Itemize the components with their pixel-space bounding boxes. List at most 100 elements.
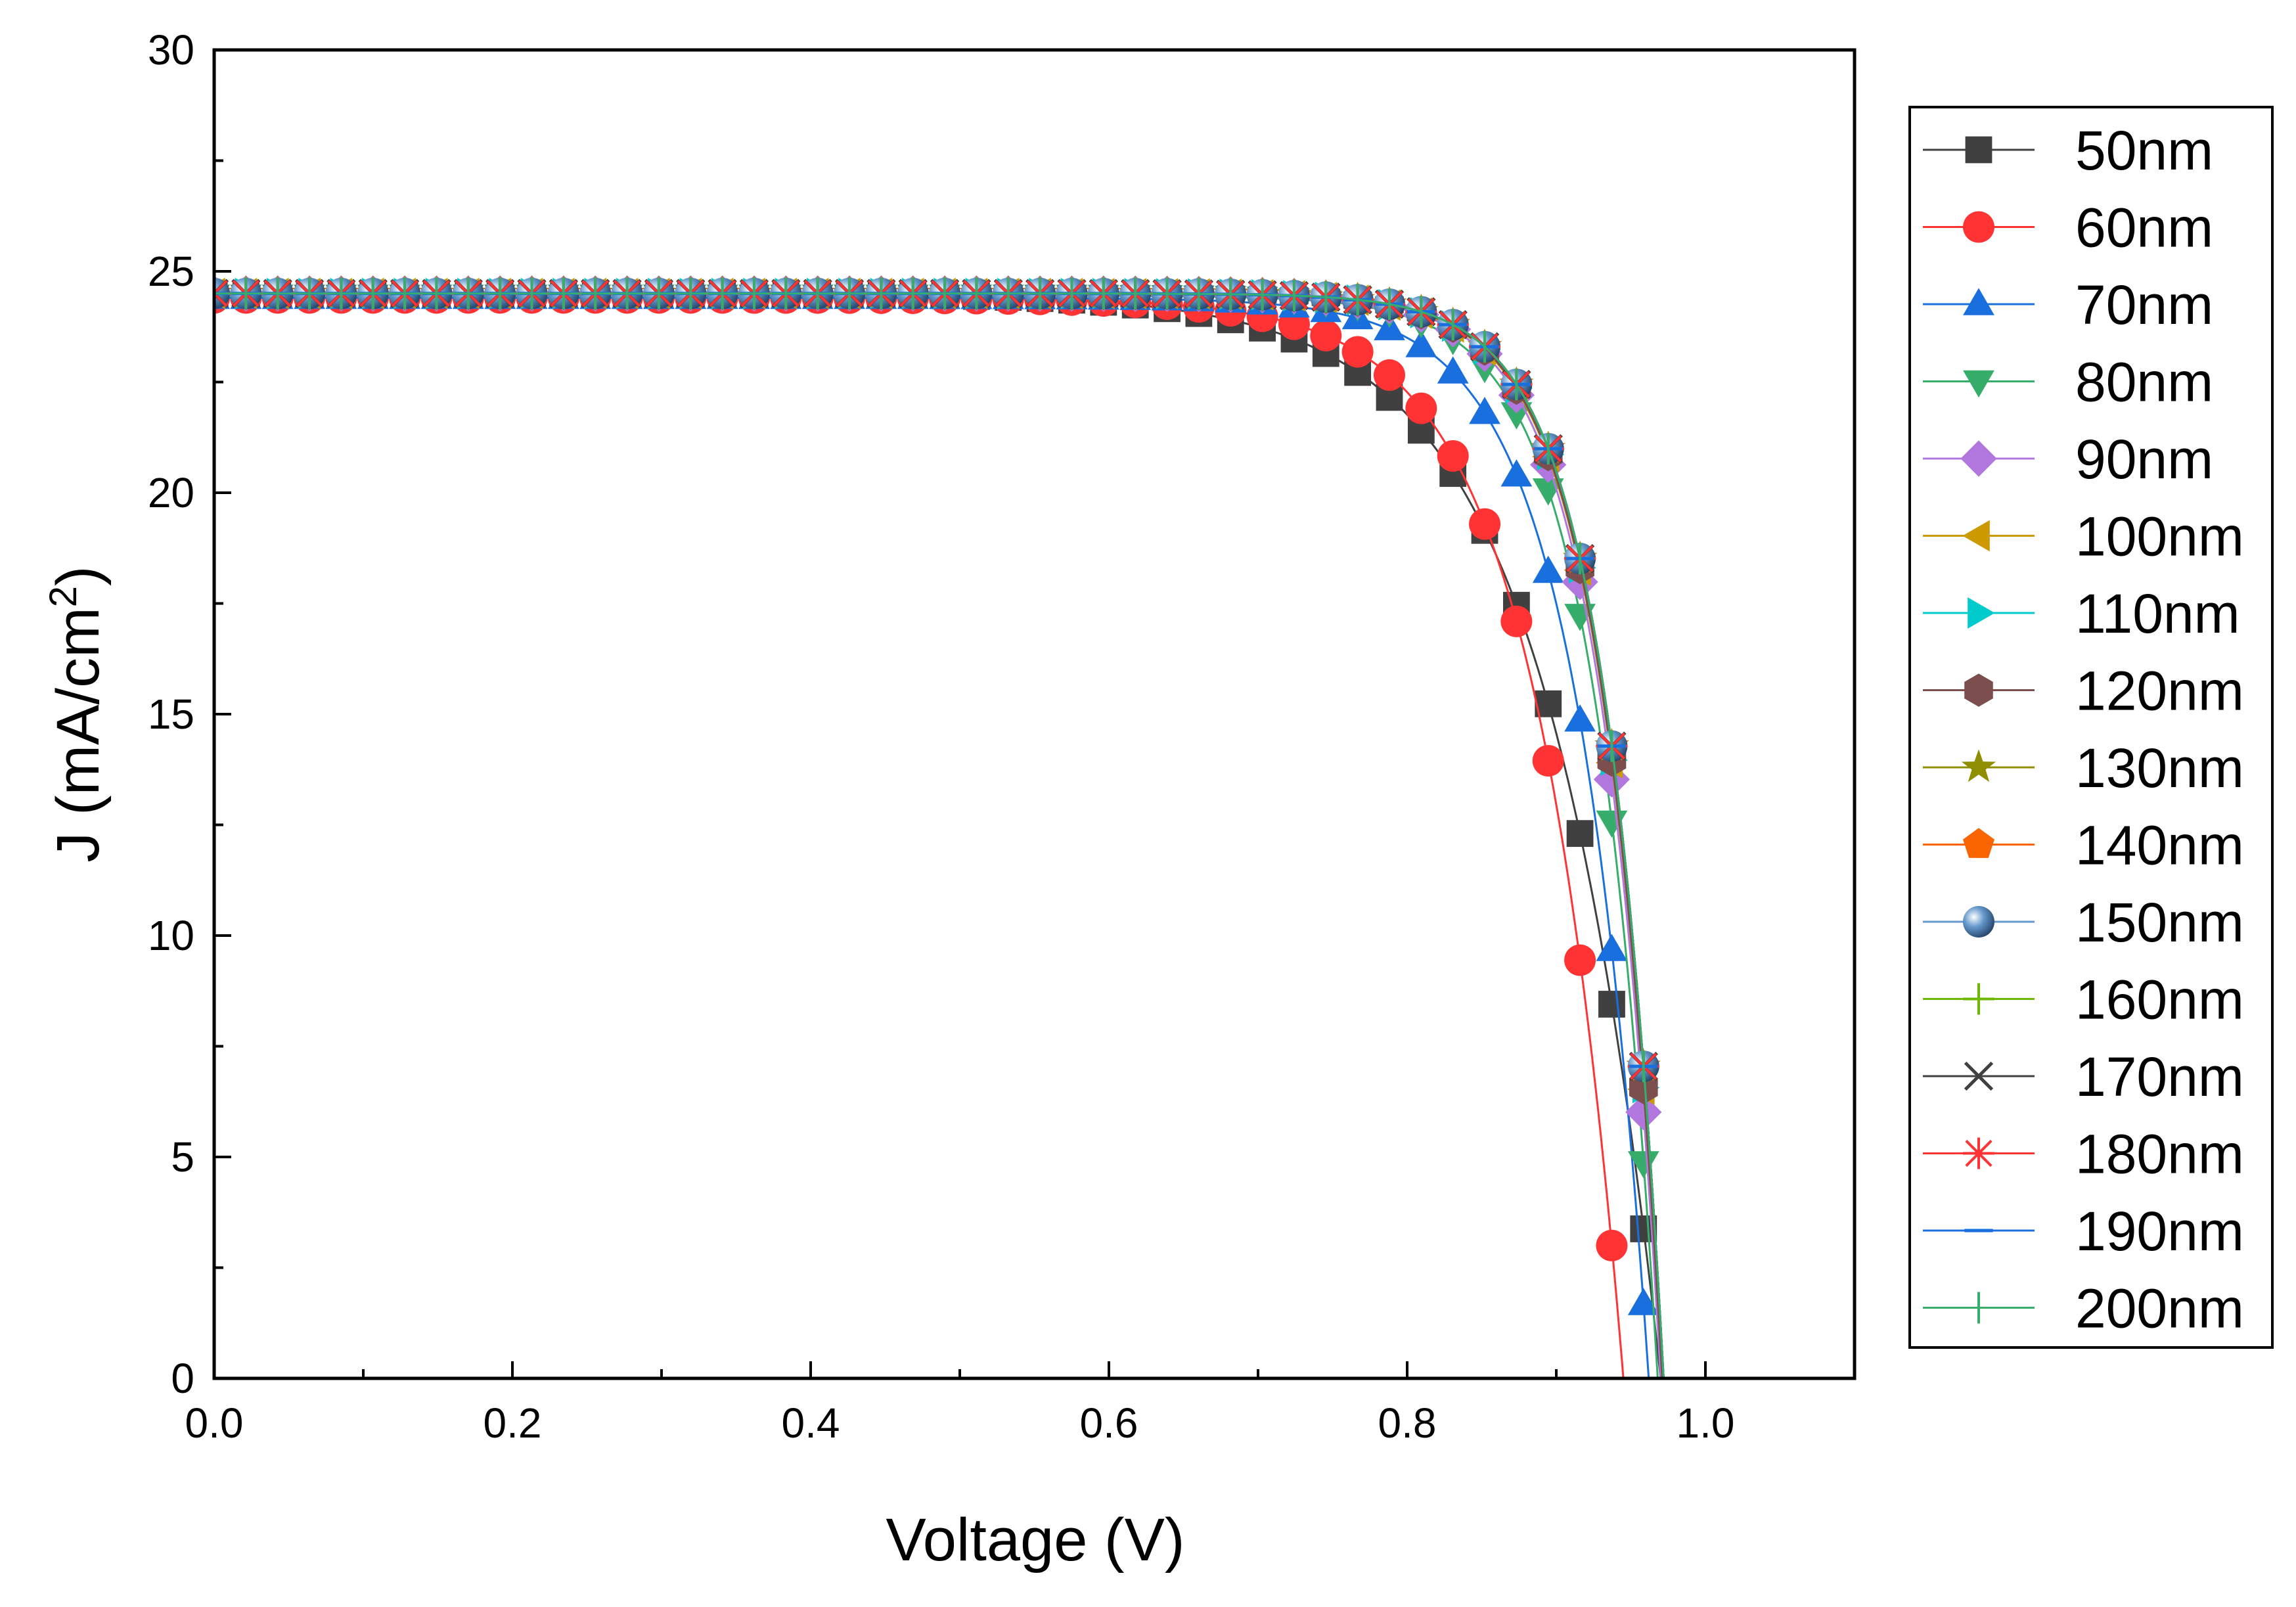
series-layer	[214, 275, 1665, 1378]
legend-entry: 80nm	[1923, 351, 2213, 413]
legend-entry: 70nm	[1923, 274, 2213, 336]
data-point-60nm	[1532, 744, 1564, 777]
legend-entry: 60nm	[1923, 197, 2213, 259]
series-200nm	[214, 277, 1665, 1378]
data-point-70nm	[1469, 397, 1500, 424]
legend-label: 190nm	[2075, 1200, 2244, 1262]
legend-entry: 180nm	[1923, 1123, 2244, 1185]
series-60nm	[214, 282, 1628, 1378]
data-point-60nm	[1341, 336, 1374, 368]
y-tick-label: 10	[148, 912, 194, 959]
legend-entry: 110nm	[1923, 583, 2240, 645]
legend-marker	[1963, 1137, 1994, 1169]
x-axis-title: Voltage (V)	[886, 1506, 1184, 1573]
data-point-50nm	[1598, 991, 1625, 1018]
y-axis-title-superscript: 2	[42, 586, 85, 607]
series-110nm	[214, 277, 1663, 1378]
data-point-80nm	[1627, 1151, 1659, 1179]
y-tick-label: 15	[148, 690, 194, 738]
legend-label: 80nm	[2075, 351, 2213, 413]
y-tick-label: 5	[171, 1133, 194, 1181]
legend: 50nm 60nm 70nm 80nm 90nm 100nm 110nm 120nm 130nm…	[1923, 120, 2244, 1340]
data-point-60nm	[1564, 944, 1596, 976]
x-tick-label: 0.8	[1378, 1399, 1437, 1447]
legend-label: 120nm	[2075, 660, 2244, 722]
legend-entry: 130nm	[1923, 737, 2244, 799]
legend-label: 50nm	[2075, 120, 2213, 181]
data-point-60nm	[1437, 440, 1469, 472]
legend-entry: 120nm	[1923, 660, 2244, 722]
legend-marker	[1960, 440, 1997, 477]
data-point-60nm	[1596, 1229, 1628, 1261]
y-tick-label: 25	[148, 248, 194, 295]
y-tick-label: 20	[148, 469, 194, 516]
y-tick-label: 30	[148, 26, 194, 74]
legend-label: 150nm	[2075, 892, 2244, 953]
legend-marker	[1961, 749, 1996, 782]
legend-marker	[1968, 597, 1995, 629]
plot-frame	[212, 48, 1857, 1380]
series-100nm	[214, 277, 1663, 1378]
data-point-60nm	[1469, 508, 1501, 540]
legend-entry: 150nm	[1923, 892, 2244, 953]
series-150nm	[214, 277, 1665, 1378]
series-90nm	[214, 275, 1662, 1378]
x-tick-label: 1.0	[1677, 1399, 1735, 1447]
data-point-60nm	[1500, 605, 1533, 637]
legend-entry: 170nm	[1923, 1046, 2244, 1108]
legend-entry: 100nm	[1923, 506, 2244, 568]
data-point-70nm	[1500, 459, 1533, 487]
y-axis-title-suffix: )	[45, 566, 112, 586]
legend-label: 170nm	[2075, 1046, 2244, 1108]
data-point-60nm	[1405, 392, 1437, 424]
legend-marker	[1963, 211, 1994, 243]
data-point-70nm	[1627, 1288, 1659, 1315]
data-point-50nm	[1566, 820, 1594, 848]
series-line-70nm	[214, 296, 1650, 1378]
data-point-70nm	[1564, 704, 1596, 732]
legend-entry: 50nm	[1923, 120, 2213, 181]
legend-marker	[1962, 520, 1990, 552]
legend-marker	[1965, 136, 1992, 164]
legend-label: 160nm	[2075, 969, 2244, 1031]
y-axis-title-main: J (mA/cm	[45, 607, 112, 862]
series-70nm	[214, 281, 1659, 1378]
legend-entry: 200nm	[1923, 1278, 2244, 1340]
legend-label: 140nm	[2075, 815, 2244, 876]
legend-label: 110nm	[2075, 583, 2240, 645]
legend-marker	[1963, 828, 1994, 858]
legend-label: 180nm	[2075, 1123, 2244, 1185]
x-tick-label: 0.4	[782, 1399, 840, 1447]
series-120nm	[214, 277, 1663, 1378]
legend-label: 90nm	[2075, 428, 2213, 490]
legend-label: 70nm	[2075, 274, 2213, 336]
legend-label: 130nm	[2075, 737, 2244, 799]
x-tick-label: 0.6	[1080, 1399, 1138, 1447]
series-160nm	[214, 277, 1665, 1378]
legend-label: 200nm	[2075, 1278, 2244, 1340]
data-point-70nm	[1405, 330, 1437, 357]
legend-marker	[1963, 370, 1994, 398]
legend-marker	[1963, 983, 1994, 1015]
y-tick-label: 0	[171, 1355, 194, 1402]
series-line-60nm	[214, 296, 1625, 1378]
series-50nm	[214, 280, 1662, 1378]
legend-entry: 90nm	[1923, 428, 2213, 490]
data-point-60nm	[1373, 359, 1405, 391]
legend-label: 100nm	[2075, 506, 2244, 568]
data-point-60nm	[1310, 319, 1342, 351]
legend-marker	[1964, 1061, 1994, 1091]
y-axis-title: J (mA/cm2)	[42, 566, 112, 862]
axes-layer: 0.0 0.2 0.4 0.6 0.8 1.0 0 5 10 15 20 25 30	[148, 26, 1856, 1447]
x-tick-label: 0.0	[185, 1399, 244, 1447]
data-point-70nm	[1532, 555, 1564, 583]
legend-marker	[1964, 673, 1993, 707]
data-point-70nm	[1596, 934, 1628, 961]
legend-entry: 140nm	[1923, 815, 2244, 876]
legend-entry: 160nm	[1923, 969, 2244, 1031]
legend-marker	[1963, 288, 1994, 315]
data-point-70nm	[1437, 356, 1469, 384]
legend-marker	[1963, 906, 1994, 938]
